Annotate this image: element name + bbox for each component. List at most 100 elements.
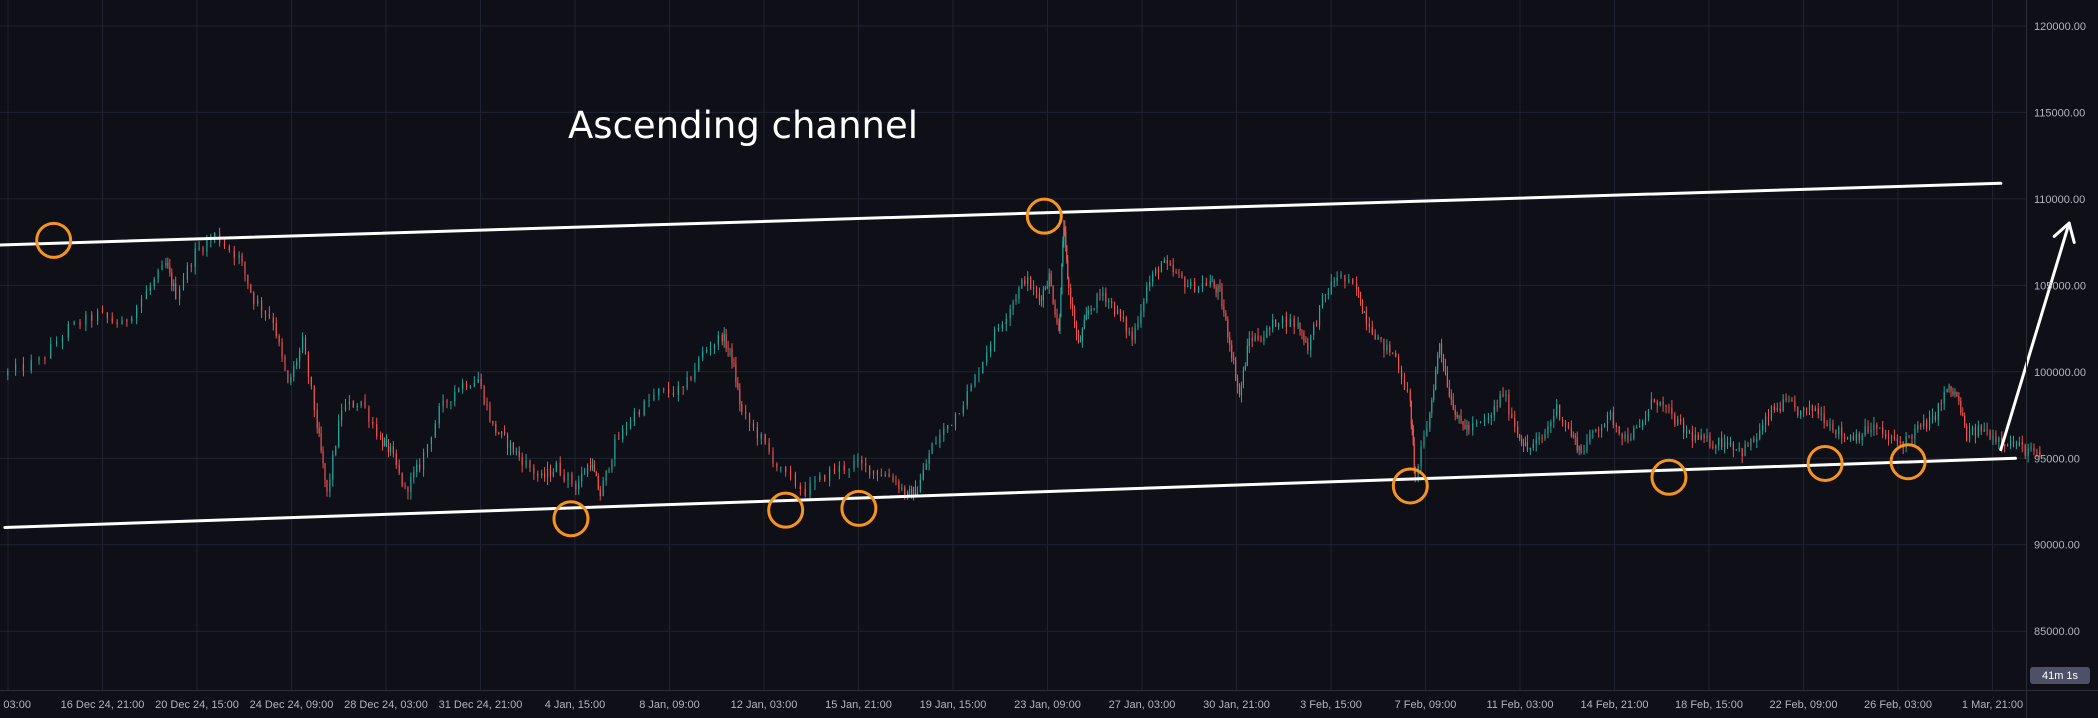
- candle-body: [395, 453, 397, 466]
- candle-body: [1330, 281, 1332, 294]
- candle-body: [111, 317, 113, 323]
- candle-body: [888, 474, 890, 478]
- candle-body: [1524, 442, 1527, 446]
- candle-body: [947, 425, 949, 429]
- candle-body: [1624, 434, 1626, 439]
- candle-body: [1989, 430, 1991, 440]
- candle-body: [329, 479, 331, 492]
- annotation-text: Ascending channel: [568, 104, 918, 147]
- candle-body: [1209, 281, 1211, 286]
- candle-body: [233, 250, 235, 258]
- candle-body: [410, 477, 412, 492]
- candle-body: [1194, 281, 1196, 293]
- candle-body: [1606, 414, 1609, 424]
- candle-body: [190, 265, 192, 267]
- candle-body: [1163, 260, 1165, 263]
- candle-body: [1359, 292, 1362, 306]
- candle-body: [1514, 418, 1516, 427]
- candle-body: [1776, 408, 1778, 410]
- countdown-badge: 41m 1s: [2030, 667, 2090, 684]
- candle-body: [1917, 424, 1919, 430]
- candle-body: [567, 473, 569, 481]
- candle-body: [509, 442, 512, 448]
- candle-body: [1450, 396, 1452, 400]
- candle-body: [1721, 438, 1723, 448]
- candle-body: [1383, 338, 1385, 351]
- candle-body: [50, 343, 52, 359]
- candle-body: [214, 232, 216, 239]
- candle-body: [974, 375, 976, 386]
- price-axis[interactable]: 85000.00 90000.00 95000.00 100000.00 105000.…: [2034, 21, 2086, 638]
- candle-body: [136, 306, 138, 318]
- candle-body: [1499, 394, 1501, 407]
- candle-body: [1960, 401, 1962, 413]
- candle-body: [1316, 324, 1318, 326]
- candle-body: [426, 444, 429, 453]
- candle-body: [663, 388, 665, 390]
- candle-body: [2030, 447, 2032, 449]
- candle-body: [1519, 434, 1521, 439]
- candle-body: [101, 310, 104, 313]
- candle-body: [1483, 419, 1486, 422]
- candle-body: [61, 337, 64, 343]
- candle-body: [290, 377, 292, 383]
- candle-body: [729, 348, 731, 350]
- candle-body: [1677, 419, 1679, 425]
- lower-channel: [3, 456, 2017, 529]
- candle-body: [489, 405, 491, 421]
- x-tick-label: 11 Feb, 03:00: [1486, 699, 1553, 711]
- candle-body: [1108, 301, 1110, 303]
- candle-body: [1363, 312, 1366, 314]
- candle-body: [1233, 358, 1235, 361]
- candle-body: [1310, 335, 1312, 351]
- candle-body: [512, 442, 514, 453]
- candle-body: [2021, 442, 2023, 445]
- candle-body: [241, 255, 243, 263]
- candle-body: [1559, 404, 1561, 420]
- candle-body: [571, 473, 573, 484]
- candle-body: [575, 483, 577, 490]
- candle-body: [733, 362, 735, 365]
- candle-body: [106, 312, 108, 318]
- candle-body: [1464, 424, 1466, 430]
- gridlines: [0, 0, 2026, 690]
- candle-body: [1735, 449, 1737, 451]
- candle-body: [907, 491, 909, 496]
- candle-body: [914, 487, 917, 497]
- candle-body: [250, 284, 252, 293]
- candle-body: [922, 469, 924, 480]
- candle-body: [1709, 435, 1711, 447]
- candle-body: [838, 465, 840, 472]
- candle-body: [1659, 401, 1661, 406]
- candle-body: [814, 480, 816, 483]
- candle-body: [465, 383, 468, 388]
- x-tick-label: 31 Dec 24, 21:00: [439, 699, 523, 711]
- candle-body: [1487, 418, 1489, 420]
- candle-body: [895, 480, 897, 482]
- candle-body: [1855, 433, 1857, 441]
- x-tick-label: 14 Feb, 21:00: [1581, 699, 1649, 711]
- candle-body: [1671, 407, 1673, 415]
- candle-body: [589, 465, 592, 468]
- candle-body: [1612, 412, 1614, 426]
- candle-body: [829, 468, 831, 481]
- candle-body: [324, 463, 326, 481]
- candle-body: [1061, 263, 1063, 295]
- candle-body: [85, 314, 87, 326]
- candle-body: [140, 299, 143, 307]
- candle-body: [1437, 354, 1439, 370]
- candle-body: [1064, 227, 1066, 232]
- candle-body: [954, 413, 957, 425]
- candle-body: [380, 436, 382, 438]
- candle-body: [912, 487, 915, 499]
- candle-body: [383, 440, 386, 447]
- candle-body: [1046, 286, 1048, 289]
- candle-body: [438, 406, 440, 424]
- candle-body: [1266, 328, 1268, 338]
- candle-body: [1348, 279, 1350, 282]
- candle-body: [223, 243, 226, 247]
- candle-body: [1934, 415, 1937, 420]
- candle-body: [1024, 279, 1026, 284]
- time-axis[interactable]: 24, 03:00 16 Dec 24, 21:00 20 Dec 24, 15:0…: [0, 699, 2023, 711]
